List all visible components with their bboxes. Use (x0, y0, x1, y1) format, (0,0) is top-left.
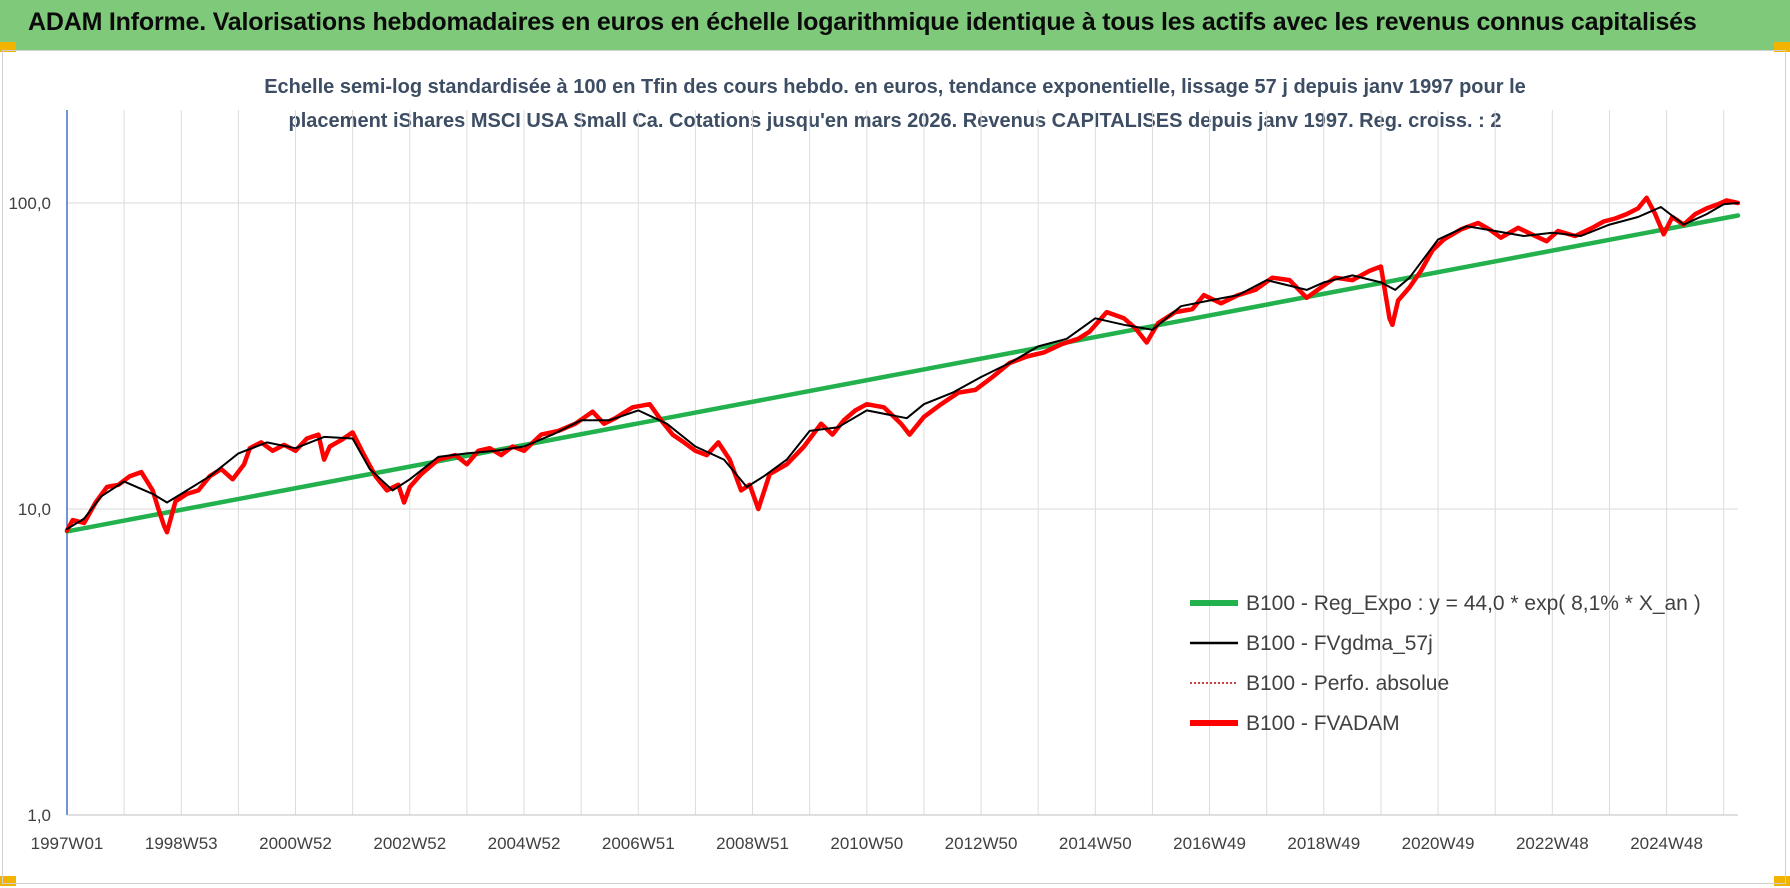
y-tick-label: 10,0 (18, 500, 51, 519)
chart-subtitle-line-1: Echelle semi-log standardisée à 100 en T… (264, 76, 1526, 98)
axes (66, 110, 1738, 816)
corner-marker-bottom-right (1774, 876, 1790, 886)
x-tick-label: 2006W51 (602, 834, 675, 853)
x-tick-label: 2014W50 (1059, 834, 1132, 853)
x-tick-label: 2024W48 (1630, 834, 1703, 853)
y-tick-label: 1,0 (27, 806, 51, 825)
x-tick-label: 1997W01 (31, 834, 104, 853)
x-tick-label: 2000W52 (259, 834, 332, 853)
x-tick-label: 2002W52 (373, 834, 446, 853)
legend-label: B100 - FVgdma_57j (1246, 632, 1433, 655)
corner-marker-top-right (1774, 42, 1790, 52)
x-tick-label: 2012W50 (945, 834, 1018, 853)
x-tick-label: 2018W49 (1287, 834, 1360, 853)
x-tick-label: 2022W48 (1516, 834, 1589, 853)
corner-marker-bottom-left (0, 876, 16, 886)
grid-lines (66, 110, 1738, 816)
chart-frame (2, 50, 1786, 884)
corner-marker-top-left (0, 42, 16, 52)
legend: B100 - Reg_Expo : y = 44,0 * exp( 8,1% *… (1190, 592, 1701, 735)
header-bar: ADAM Informe. Valorisations hebdomadaire… (0, 0, 1790, 50)
x-tick-label: 2016W49 (1173, 834, 1246, 853)
x-tick-label: 2020W49 (1402, 834, 1475, 853)
y-tick-label: 100,0 (8, 194, 51, 213)
legend-label: B100 - Perfo. absolue (1246, 672, 1449, 695)
x-tick-label: 2008W51 (716, 834, 789, 853)
tick-labels: 100,0 10,0 1,0 1997W01 1998W53 2000W52 2002W52… (8, 194, 1703, 853)
series-line-1 (66, 202, 1739, 530)
legend-label: B100 - FVADAM (1246, 712, 1400, 735)
x-tick-label: 2010W50 (830, 834, 903, 853)
series-line-0 (64, 213, 1741, 534)
page-title: ADAM Informe. Valorisations hebdomadaire… (28, 8, 1697, 36)
chart-subtitle-line-2: placement iShares MSCI USA Small Ca. Cot… (288, 110, 1502, 132)
legend-label: B100 - Reg_Expo : y = 44,0 * exp( 8,1% *… (1246, 592, 1701, 615)
x-tick-label: 2004W52 (488, 834, 561, 853)
series-lines (64, 195, 1741, 535)
x-tick-label: 1998W53 (145, 834, 218, 853)
